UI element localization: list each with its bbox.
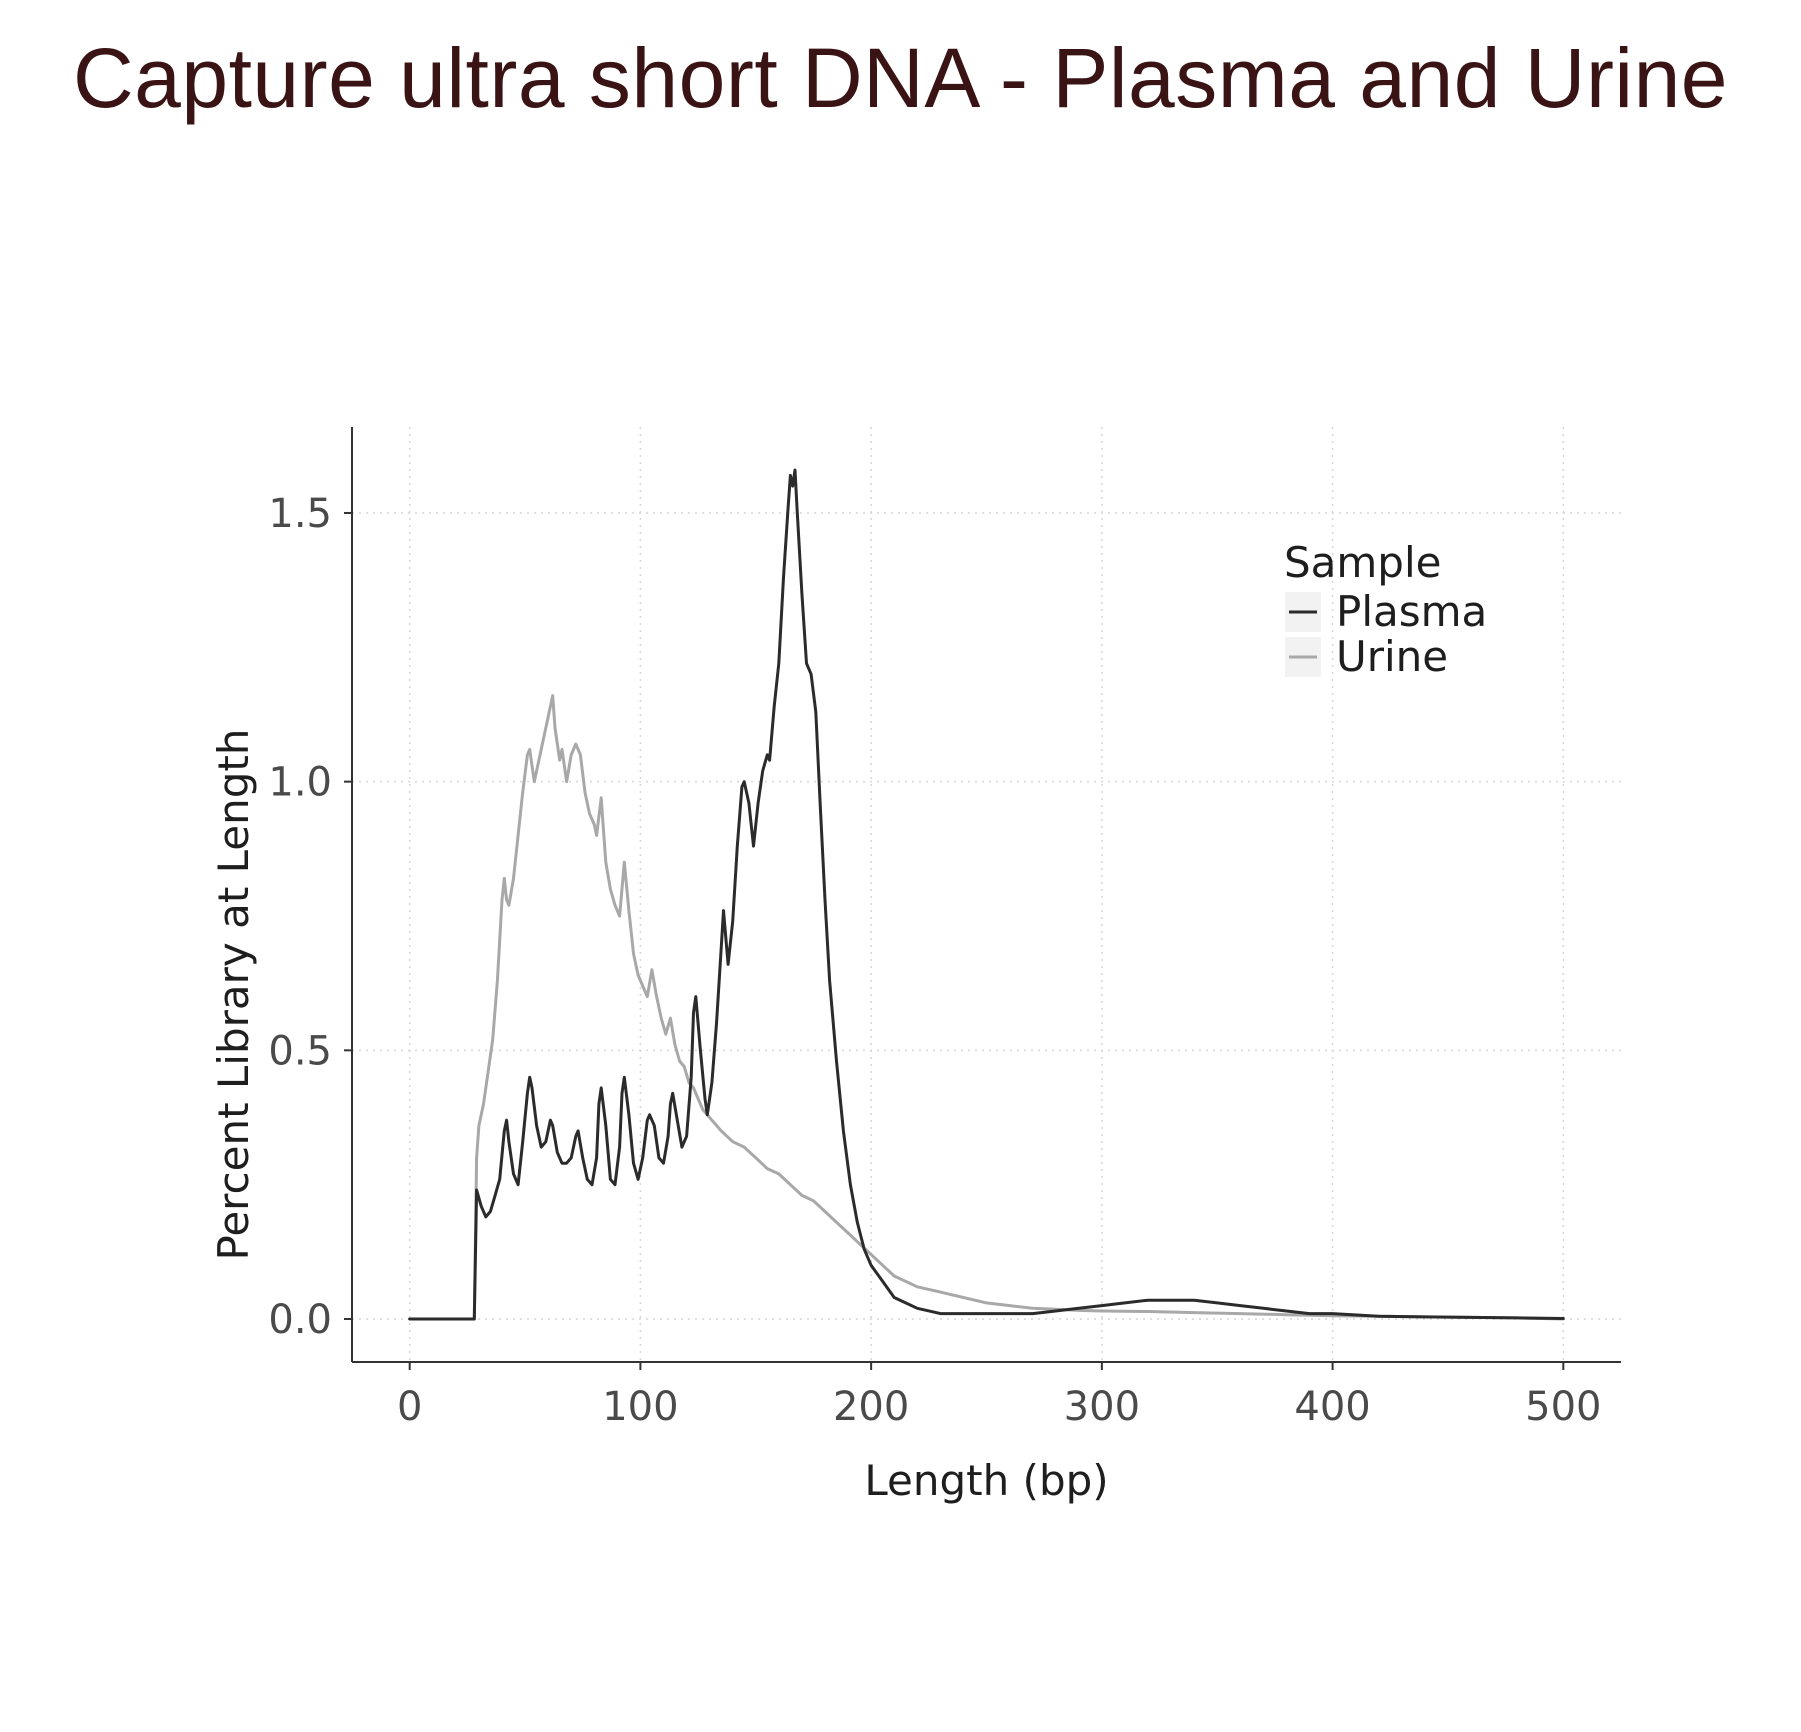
chart-series: [408, 468, 1565, 1321]
y-tick-label: 1.5: [268, 491, 332, 537]
x-tick-label: 0: [397, 1384, 422, 1430]
series-line-plasma: [408, 468, 1565, 1321]
legend-label-plasma: Plasma: [1336, 587, 1487, 636]
legend-title: Sample: [1284, 538, 1441, 587]
y-axis-label: Percent Library at Length: [209, 728, 258, 1260]
chart-grid: [352, 427, 1621, 1362]
y-tick-label: 0.5: [268, 1028, 332, 1074]
y-tick-label: 0.0: [268, 1297, 332, 1343]
x-tick-label: 400: [1294, 1384, 1370, 1430]
x-tick-label: 200: [833, 1384, 909, 1430]
x-tick-label: 100: [602, 1384, 678, 1430]
page-title: Capture ultra short DNA - Plasma and Uri…: [72, 31, 1729, 125]
x-axis-label: Length (bp): [864, 1456, 1108, 1505]
x-tick-label: 300: [1064, 1384, 1140, 1430]
x-tick-label: 500: [1525, 1384, 1601, 1430]
chart-axes: [351, 427, 1621, 1363]
y-tick-label: 1.0: [268, 760, 332, 806]
axis-ticks: 0 100 200 300 400 500 0.0 0.5 1.0 1.5: [268, 491, 1601, 1430]
series-line-urine: [408, 694, 1565, 1321]
legend-label-urine: Urine: [1336, 632, 1448, 681]
